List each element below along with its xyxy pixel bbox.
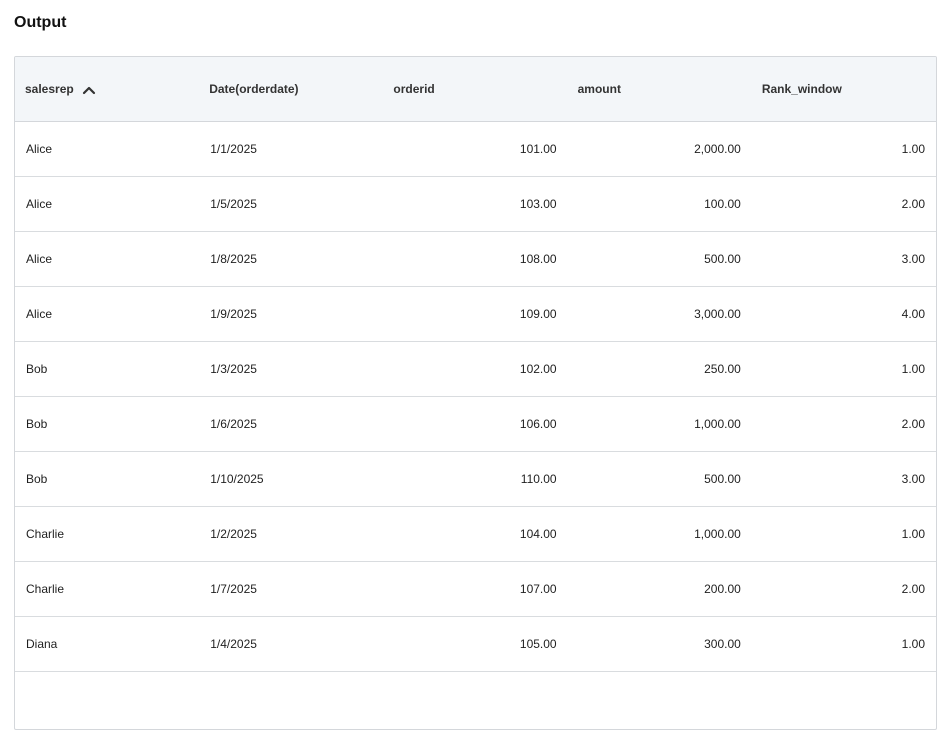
table-row[interactable]: Alice 1/1/2025 101.00 2,000.00 1.00 (15, 122, 936, 177)
cell-amount: 100.00 (704, 197, 741, 211)
column-header-label: Rank_window (761, 82, 842, 96)
cell-orderid: 104.00 (519, 527, 557, 541)
cell-orderdate: 1/1/2025 (210, 142, 257, 156)
cell-orderid: 102.00 (519, 362, 557, 376)
cell-amount: 500.00 (704, 252, 741, 266)
column-header-label: Date(orderdate) (209, 82, 299, 96)
cell-amount: 2,000.00 (694, 142, 741, 156)
cell-rank-window: 1.00 (901, 362, 926, 376)
table-row[interactable]: Bob 1/6/2025 106.00 1,000.00 2.00 (15, 397, 936, 452)
cell-rank-window: 3.00 (901, 252, 926, 266)
cell-salesrep: Bob (26, 472, 48, 486)
cell-salesrep: Charlie (26, 527, 65, 541)
column-header-orderdate[interactable]: Date(orderdate) (199, 82, 383, 96)
cell-rank-window: 1.00 (901, 527, 926, 541)
cell-orderid: 105.00 (519, 637, 557, 651)
table-row[interactable]: Alice 1/9/2025 109.00 3,000.00 4.00 (15, 287, 936, 342)
cell-orderid: 106.00 (519, 417, 557, 431)
cell-amount: 1,000.00 (694, 417, 741, 431)
cell-salesrep: Alice (26, 307, 53, 321)
cell-amount: 500.00 (704, 472, 741, 486)
table-header-row: salesrep Date(orderdate) orderid amount … (15, 57, 936, 122)
chevron-up-icon[interactable] (82, 84, 96, 95)
output-table: salesrep Date(orderdate) orderid amount … (14, 56, 937, 730)
cell-amount: 3,000.00 (694, 307, 741, 321)
cell-amount: 200.00 (704, 582, 741, 596)
column-header-salesrep[interactable]: salesrep (15, 82, 199, 96)
table-body: Alice 1/1/2025 101.00 2,000.00 1.00 Alic… (15, 122, 936, 672)
table-row[interactable]: Charlie 1/2/2025 104.00 1,000.00 1.00 (15, 507, 936, 562)
cell-orderdate: 1/10/2025 (210, 472, 264, 486)
cell-amount: 250.00 (704, 362, 741, 376)
table-row[interactable]: Charlie 1/7/2025 107.00 200.00 2.00 (15, 562, 936, 617)
cell-orderid: 107.00 (519, 582, 557, 596)
table-row[interactable]: Diana 1/4/2025 105.00 300.00 1.00 (15, 617, 936, 672)
cell-orderid: 109.00 (519, 307, 557, 321)
table-row[interactable]: Bob 1/10/2025 110.00 500.00 3.00 (15, 452, 936, 507)
column-header-label: salesrep (25, 82, 74, 96)
cell-salesrep: Alice (26, 142, 53, 156)
page-title: Output (14, 14, 67, 31)
cell-rank-window: 2.00 (901, 582, 926, 596)
cell-orderid: 103.00 (519, 197, 557, 211)
cell-orderid: 108.00 (519, 252, 557, 266)
cell-salesrep: Diana (26, 637, 58, 651)
cell-amount: 300.00 (704, 637, 741, 651)
column-header-orderid[interactable]: orderid (383, 82, 567, 96)
cell-orderid: 110.00 (520, 472, 557, 486)
cell-amount: 1,000.00 (694, 527, 741, 541)
cell-salesrep: Bob (26, 362, 48, 376)
cell-rank-window: 4.00 (901, 307, 926, 321)
cell-salesrep: Bob (26, 417, 48, 431)
cell-rank-window: 1.00 (901, 142, 926, 156)
cell-orderdate: 1/8/2025 (210, 252, 257, 266)
cell-orderdate: 1/5/2025 (210, 197, 257, 211)
column-header-amount[interactable]: amount (568, 82, 752, 96)
cell-orderdate: 1/9/2025 (210, 307, 257, 321)
cell-rank-window: 3.00 (901, 472, 926, 486)
table-row[interactable]: Alice 1/8/2025 108.00 500.00 3.00 (15, 232, 936, 287)
cell-orderdate: 1/2/2025 (210, 527, 257, 541)
column-header-rank-window[interactable]: Rank_window (752, 82, 936, 96)
cell-rank-window: 1.00 (901, 637, 926, 651)
cell-salesrep: Charlie (26, 582, 65, 596)
column-header-label: amount (577, 82, 621, 96)
cell-orderdate: 1/3/2025 (210, 362, 257, 376)
cell-orderdate: 1/6/2025 (210, 417, 257, 431)
cell-rank-window: 2.00 (901, 417, 926, 431)
column-header-label: orderid (393, 82, 435, 96)
table-row[interactable]: Alice 1/5/2025 103.00 100.00 2.00 (15, 177, 936, 232)
cell-orderdate: 1/4/2025 (210, 637, 257, 651)
cell-orderdate: 1/7/2025 (210, 582, 257, 596)
cell-salesrep: Alice (26, 252, 53, 266)
cell-orderid: 101.00 (519, 142, 557, 156)
cell-rank-window: 2.00 (901, 197, 926, 211)
cell-salesrep: Alice (26, 197, 53, 211)
table-row[interactable]: Bob 1/3/2025 102.00 250.00 1.00 (15, 342, 936, 397)
